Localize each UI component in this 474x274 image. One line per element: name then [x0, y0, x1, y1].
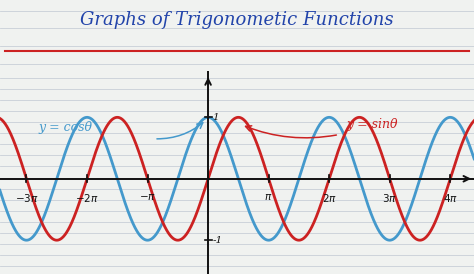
Text: y = sinθ: y = sinθ: [347, 118, 398, 131]
Text: $4\pi$: $4\pi$: [443, 192, 458, 204]
Text: $\pi$: $\pi$: [264, 192, 273, 202]
Text: 1: 1: [212, 113, 219, 122]
Text: y = cosθ: y = cosθ: [38, 121, 92, 134]
Text: Graphs of Trigonometic Functions: Graphs of Trigonometic Functions: [80, 11, 394, 29]
Text: $-2\pi$: $-2\pi$: [75, 192, 99, 204]
Text: $2\pi$: $2\pi$: [322, 192, 337, 204]
Text: $3\pi$: $3\pi$: [382, 192, 397, 204]
Text: $-3\pi$: $-3\pi$: [15, 192, 38, 204]
Text: -1: -1: [212, 236, 222, 245]
Text: $-\pi$: $-\pi$: [139, 192, 156, 202]
